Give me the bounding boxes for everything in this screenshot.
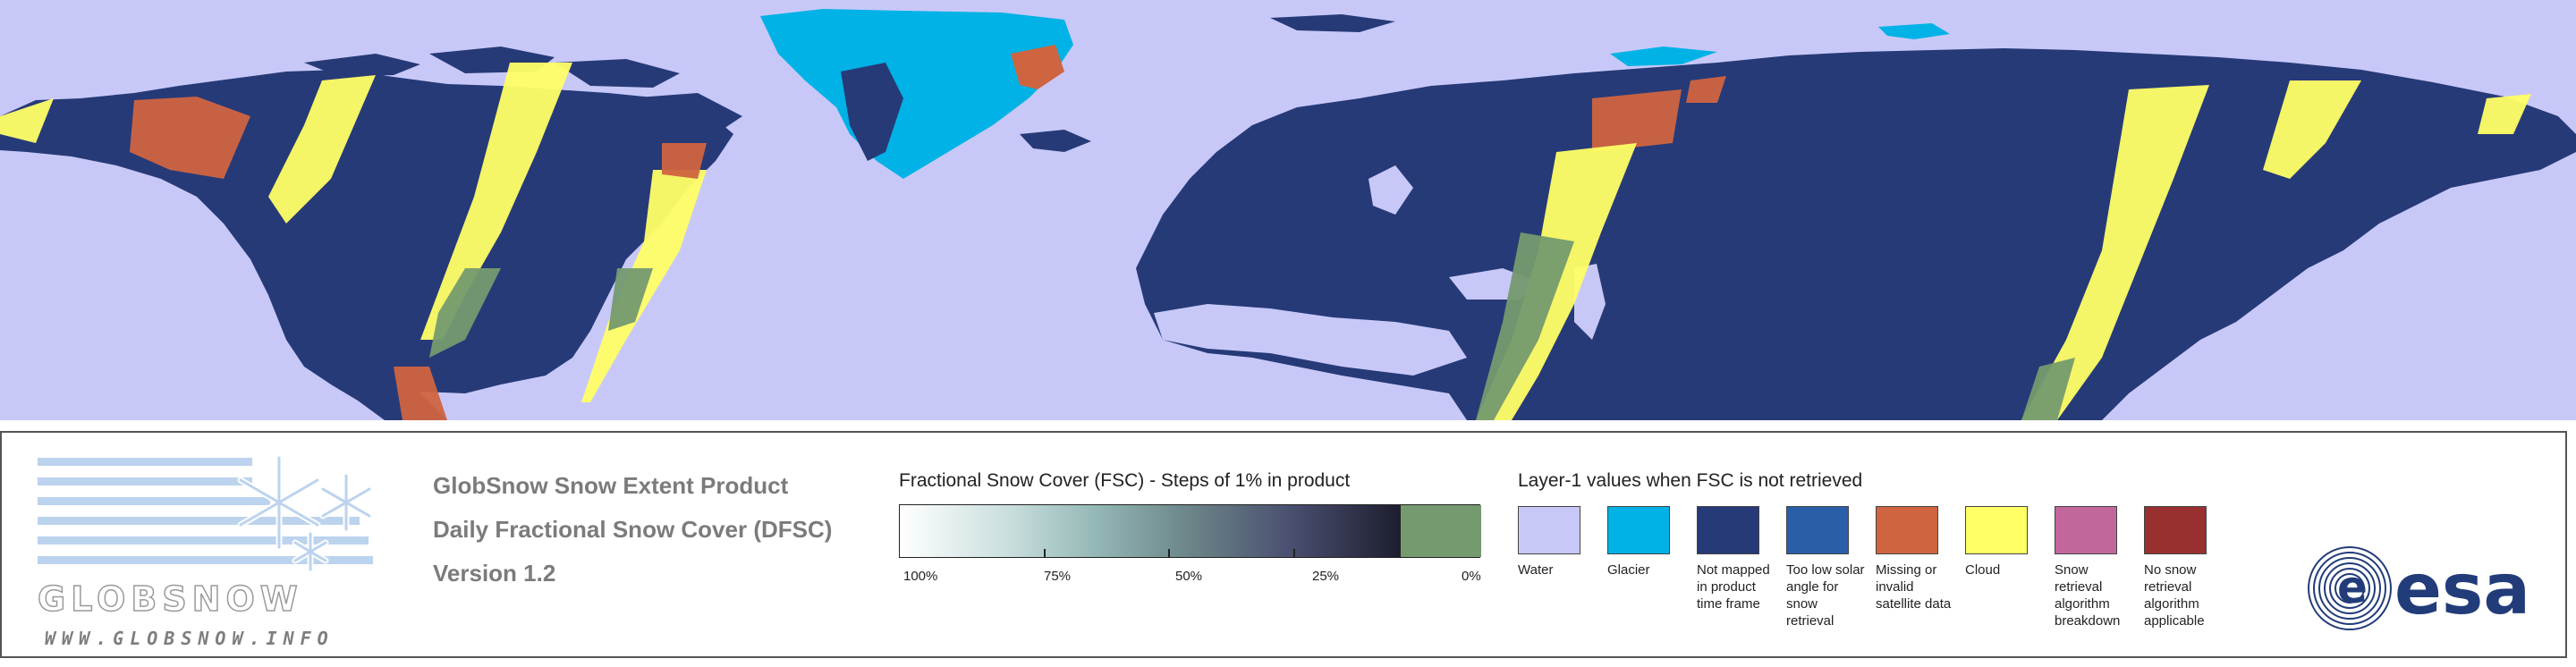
legend-swatch-label: Too low solar angle for snow retrieval — [1786, 562, 1865, 629]
mediterranean-sea — [1154, 304, 1467, 376]
legend-swatch-label: Missing or invalid satellite data — [1876, 562, 1952, 612]
legend-swatch-label: No snow retrieval algorithm applicable — [2144, 562, 2205, 629]
fsc-gradient — [900, 505, 1399, 557]
snowflake-icon — [237, 454, 373, 573]
legend-swatch — [2055, 506, 2117, 554]
legend-swatch — [2144, 506, 2207, 554]
fsc-label-0: 0% — [1462, 569, 1481, 584]
svg-text:e: e — [2337, 561, 2368, 613]
legend-swatch — [1518, 506, 1580, 554]
fsc-label-100: 100% — [903, 569, 938, 584]
legend-swatch — [1697, 506, 1759, 554]
globsnow-logo: GLOBSNOW WWW.GLOBSNOW.INFO — [38, 449, 386, 649]
snow-cover-map — [0, 0, 2576, 420]
legend-swatch-label: Snow retrieval algorithm breakdown — [2055, 562, 2121, 629]
legend-swatch — [1876, 506, 1938, 554]
map-graphic — [0, 9, 2576, 420]
fsc-label-50: 50% — [1175, 569, 1203, 584]
eurasia-landmass — [1136, 48, 2576, 420]
swath-band — [130, 97, 250, 179]
layer-legend-title: Layer-1 values when FSC is not retrieved — [1518, 470, 1863, 491]
globsnow-wordmark-text: GLOBSNOW — [38, 581, 303, 617]
product-version: Version 1.2 — [433, 560, 556, 587]
legend-swatch — [1786, 506, 1849, 554]
north-america-landmass — [0, 70, 733, 420]
product-title: GlobSnow Snow Extent Product — [433, 472, 789, 499]
product-subtitle: Daily Fractional Snow Cover (DFSC) — [433, 516, 833, 543]
globsnow-wordmark: GLOBSNOW — [38, 581, 303, 617]
fsc-label-25: 25% — [1312, 569, 1340, 584]
fsc-zero-swatch — [1399, 505, 1481, 557]
fsc-colorbar — [899, 504, 1481, 558]
legend-swatch — [1607, 506, 1670, 554]
esa-wordmark-text: esa — [2394, 550, 2530, 630]
fsc-label-75: 75% — [1044, 569, 1072, 584]
legend-panel: GLOBSNOW WWW.GLOBSNOW.INFO GlobSnow Snow… — [0, 431, 2567, 658]
legend-swatch-label: Not mapped in product time frame — [1697, 562, 1770, 612]
greenland-landmass — [760, 9, 1073, 179]
globsnow-url: WWW.GLOBSNOW.INFO — [45, 628, 335, 649]
legend-swatch-label: Cloud — [1965, 562, 2001, 578]
legend-swatch-label: Water — [1518, 562, 1554, 578]
fsc-scale-title: Fractional Snow Cover (FSC) - Steps of 1… — [899, 470, 1351, 491]
legend-swatch — [1965, 506, 2028, 554]
esa-logo: e esa — [2308, 546, 2530, 630]
legend-swatch-label: Glacier — [1607, 562, 1650, 578]
